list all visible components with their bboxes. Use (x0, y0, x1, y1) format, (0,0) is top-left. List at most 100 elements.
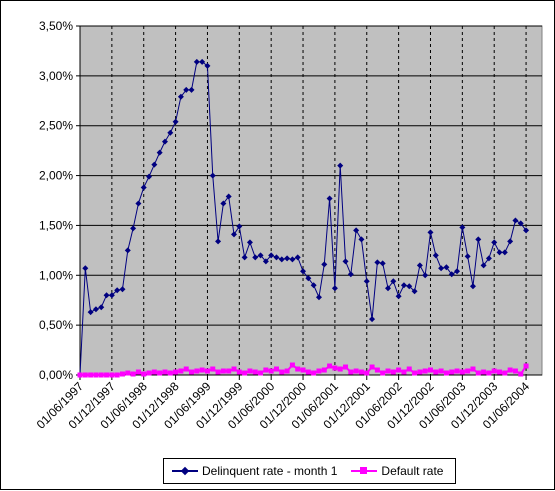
data-point-default (109, 372, 115, 378)
y-tick-label: 2,50% (39, 119, 73, 133)
data-point-default (475, 370, 481, 376)
y-tick-label: 2,00% (39, 169, 73, 183)
data-point-default (406, 366, 412, 372)
data-point-delinquent (331, 285, 338, 292)
data-point-default (502, 370, 508, 376)
data-point-delinquent (231, 231, 237, 238)
data-point-delinquent (92, 306, 99, 313)
data-point-default (93, 372, 99, 378)
data-point-delinquent (108, 292, 115, 299)
data-point-default (401, 369, 407, 375)
y-tick-label: 0,50% (39, 318, 73, 332)
data-point-default (114, 372, 120, 378)
data-point-default (98, 372, 104, 378)
data-point-default (332, 365, 338, 371)
data-point-delinquent (119, 286, 126, 293)
data-point-delinquent (363, 278, 370, 285)
data-point-default (491, 368, 497, 374)
data-point-delinquent (103, 292, 110, 299)
data-point-delinquent (326, 195, 333, 202)
data-point-delinquent (289, 256, 296, 263)
data-point-delinquent (315, 294, 322, 301)
data-point-default (465, 368, 471, 374)
data-point-delinquent (209, 172, 216, 179)
data-point-default (305, 369, 311, 375)
y-tick-label: 1,00% (39, 268, 73, 282)
data-point-delinquent (268, 252, 275, 259)
data-point-default (263, 367, 269, 373)
data-point-delinquent (448, 271, 455, 278)
data-point-default (279, 369, 285, 375)
data-point-default (353, 368, 359, 374)
data-point-delinquent (193, 58, 200, 65)
data-point-delinquent (135, 200, 142, 207)
data-point-delinquent (517, 220, 524, 227)
data-point-default (459, 369, 465, 375)
data-point-delinquent (284, 255, 291, 262)
data-point-default (343, 364, 349, 370)
data-point-default (311, 370, 317, 376)
data-point-delinquent (140, 184, 147, 191)
data-point-delinquent (98, 304, 105, 311)
data-point-delinquent (438, 265, 445, 272)
data-point-default (327, 363, 333, 369)
y-tick-label: 3,00% (39, 69, 73, 83)
data-point-default (204, 368, 210, 374)
data-point-delinquent (390, 278, 397, 285)
data-point-delinquent (427, 229, 434, 236)
data-point-default (470, 366, 476, 372)
data-point-default (417, 369, 423, 375)
data-point-default (507, 367, 513, 373)
data-point-delinquent (252, 254, 259, 261)
data-point-delinquent (124, 247, 131, 254)
y-tick-label: 1,50% (39, 218, 73, 232)
data-point-default (390, 369, 396, 375)
data-point-default (316, 368, 322, 374)
data-point-default (374, 367, 380, 373)
data-point-delinquent (300, 268, 307, 275)
data-point-delinquent (406, 283, 413, 290)
data-point-delinquent (273, 254, 280, 261)
data-point-delinquent (523, 227, 530, 234)
data-point-default (433, 369, 439, 375)
legend-item-default: Default rate (351, 464, 443, 478)
data-point-default (215, 369, 221, 375)
data-point-default (252, 369, 258, 375)
y-tick-label: 3,50% (39, 19, 73, 33)
data-point-default (512, 368, 518, 374)
data-point-default (295, 366, 301, 372)
data-point-delinquent (464, 253, 471, 260)
data-point-default (443, 370, 449, 376)
data-point-default (178, 368, 184, 374)
data-point-default (189, 369, 195, 375)
data-point-default (454, 368, 460, 374)
data-point-delinquent (151, 161, 158, 168)
data-point-delinquent (146, 173, 153, 180)
data-point-default (289, 362, 295, 368)
data-point-delinquent (501, 249, 508, 256)
data-point-default (226, 368, 232, 374)
data-point-delinquent (395, 293, 402, 300)
data-point-default (167, 370, 173, 376)
data-point-delinquent (485, 255, 492, 262)
data-point-delinquent (369, 316, 376, 323)
data-point-default (300, 367, 306, 373)
data-point-default (242, 370, 248, 376)
data-point-default (273, 366, 279, 372)
data-point-delinquent (183, 86, 190, 93)
data-point-delinquent (475, 236, 482, 243)
data-point-default (119, 371, 125, 377)
data-point-default (284, 368, 290, 374)
data-point-delinquent (358, 236, 365, 243)
data-point-delinquent (353, 227, 360, 234)
data-point-delinquent (82, 265, 89, 272)
data-point-default (183, 366, 189, 372)
data-point-delinquent (469, 283, 476, 290)
data-point-default (396, 367, 402, 373)
data-point-delinquent (278, 256, 285, 263)
data-point-default (125, 370, 131, 376)
data-point-default (412, 370, 418, 376)
data-point-delinquent (454, 268, 461, 275)
data-point-delinquent (156, 149, 163, 156)
